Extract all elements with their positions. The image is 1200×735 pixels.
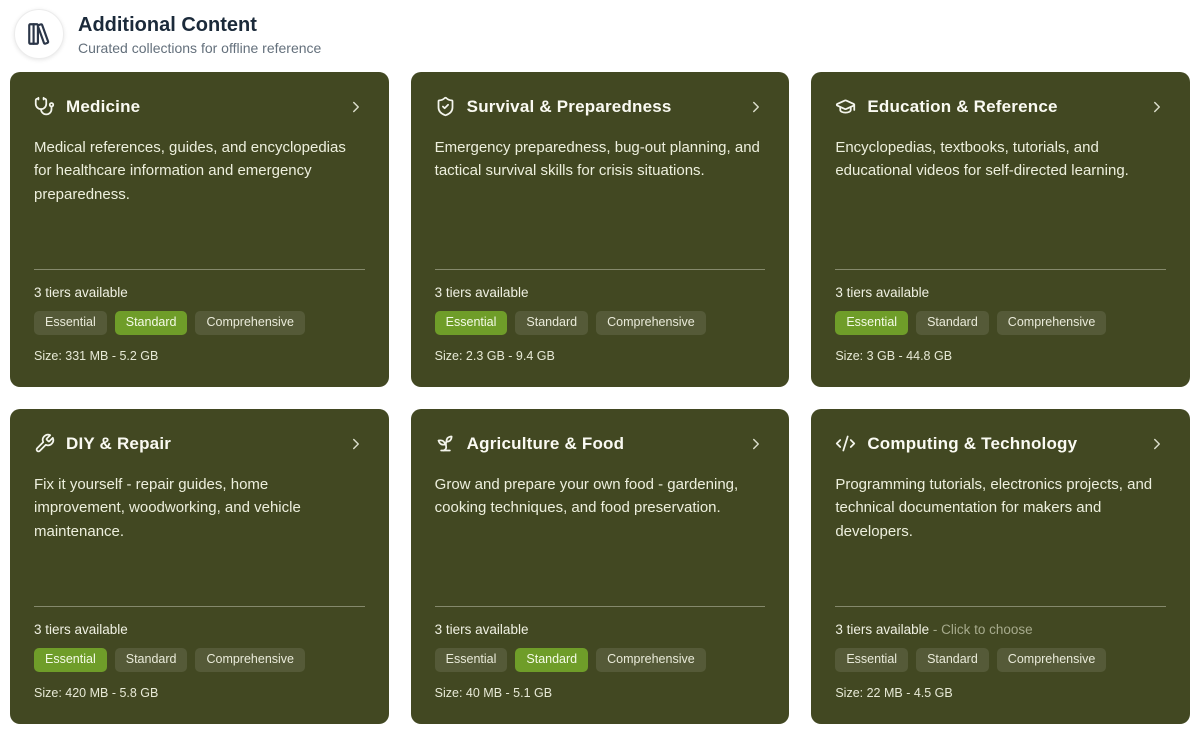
size-label: Size: 420 MB - 5.8 GB [34,686,159,700]
code-icon [835,433,856,454]
divider [34,606,365,608]
graduation-cap-icon [835,96,856,117]
chevron-right-icon[interactable] [347,435,365,453]
tier-badges: Essential Standard Comprehensive [34,648,365,672]
divider [34,269,365,271]
tiers-available-line: 3 tiers available [835,285,1166,300]
tier-badge-essential[interactable]: Essential [34,311,107,335]
card-header-row: Agriculture & Food [435,433,766,454]
card-title: Education & Reference [867,96,1058,116]
card-description: Grow and prepare your own food - gardeni… [434,476,739,517]
tiers-available-label: 3 tiers available [34,285,128,301]
header-text: Additional Content Curated collections f… [78,13,321,56]
card-description: Encyclopedias, textbooks, tutorials, and… [835,139,1129,180]
divider [835,606,1166,608]
page-subtitle: Curated collections for offline referenc… [78,39,322,56]
tier-badge-standard[interactable]: Standard [916,311,989,335]
tiers-available-line: 3 tiers available - Click to choose [835,622,1166,637]
tier-badge-essential[interactable]: Essential [835,648,909,672]
card-header-row: Education & Reference [835,96,1166,117]
tier-badge-comprehensive[interactable]: Comprehensive [996,311,1107,335]
size-label: Size: 331 MB - 5.2 GB [34,349,159,363]
collection-card-education-reference[interactable]: Education & Reference Encyclopedias, tex… [811,72,1190,387]
tier-badge-comprehensive[interactable]: Comprehensive [195,311,306,335]
card-title: Computing & Technology [867,433,1078,453]
collection-card-agriculture-food[interactable]: Agriculture & Food Grow and prepare your… [410,409,790,724]
divider [835,269,1166,271]
tiers-available-line: 3 tiers available [435,622,766,637]
page-header: Additional Content Curated collections f… [10,9,1190,59]
collection-card-computing-technology[interactable]: Computing & Technology Programming tutor… [811,409,1190,724]
shield-check-icon [435,96,456,117]
library-icon [14,9,64,59]
tiers-available-label: 3 tiers available [434,285,529,301]
tier-badges: Essential Standard Comprehensive [34,311,365,335]
tiers-available-line: 3 tiers available [34,622,365,637]
tiers-available-line: 3 tiers available [435,285,766,300]
size-label: Size: 40 MB - 5.1 GB [434,686,553,700]
tier-badge-comprehensive[interactable]: Comprehensive [596,311,706,335]
card-description: Medical references, guides, and encyclop… [34,139,346,203]
card-description: Fix it yourself - repair guides, home im… [34,476,301,540]
tiers-available-label: 3 tiers available [835,622,930,638]
size-label: Size: 3 GB - 44.8 GB [835,349,953,363]
collection-card-diy-repair[interactable]: DIY & Repair Fix it yourself - repair gu… [10,409,389,724]
tier-badge-essential[interactable]: Essential [434,311,508,335]
card-header-row: Medicine [34,96,365,117]
chevron-right-icon[interactable] [747,98,765,116]
click-to-choose-hint: - Click to choose [929,622,1033,638]
sprout-icon [435,433,456,454]
collection-card-survival-preparedness[interactable]: Survival & Preparedness Emergency prepar… [410,72,790,387]
collection-card-grid: Medicine Medical references, guides, and… [10,72,1190,724]
card-description: Emergency preparedness, bug-out planning… [434,139,760,180]
tiers-available-label: 3 tiers available [34,622,128,638]
tier-badges: Essential Standard Comprehensive [434,311,766,335]
tier-badge-essential[interactable]: Essential [434,648,508,672]
card-title: Agriculture & Food [466,433,625,453]
card-header-row: Survival & Preparedness [435,96,766,117]
chevron-right-icon[interactable] [1148,435,1166,453]
tier-badge-standard[interactable]: Standard [916,648,989,672]
card-header-row: DIY & Repair [34,433,365,454]
tiers-available-label: 3 tiers available [434,622,529,638]
tier-badge-standard[interactable]: Standard [114,311,188,335]
tier-badges: Essential Standard Comprehensive [835,648,1166,672]
card-title: Survival & Preparedness [466,96,672,116]
tier-badge-essential[interactable]: Essential [34,648,107,672]
card-title: Medicine [66,96,141,116]
tiers-available-label: 3 tiers available [835,285,930,301]
collection-card-medicine[interactable]: Medicine Medical references, guides, and… [10,72,389,387]
tier-badge-essential[interactable]: Essential [835,311,909,335]
tier-badge-standard[interactable]: Standard [515,648,589,672]
size-label: Size: 22 MB - 4.5 GB [835,686,953,700]
size-label: Size: 2.3 GB - 9.4 GB [434,349,555,363]
divider [434,606,766,608]
chevron-right-icon[interactable] [347,98,365,116]
tier-badge-comprehensive[interactable]: Comprehensive [996,648,1107,672]
tier-badge-comprehensive[interactable]: Comprehensive [596,648,706,672]
tier-badge-comprehensive[interactable]: Comprehensive [195,648,306,672]
tier-badge-standard[interactable]: Standard [114,648,188,672]
tier-badges: Essential Standard Comprehensive [434,648,766,672]
chevron-right-icon[interactable] [1148,98,1166,116]
tier-badge-standard[interactable]: Standard [515,311,589,335]
tiers-available-line: 3 tiers available [34,285,365,300]
card-header-row: Computing & Technology [835,433,1166,454]
tier-badges: Essential Standard Comprehensive [835,311,1166,335]
divider [434,269,766,271]
card-title: DIY & Repair [66,433,172,453]
wrench-icon [34,433,55,454]
stethoscope-icon [34,96,55,117]
chevron-right-icon[interactable] [747,435,765,453]
card-description: Programming tutorials, electronics proje… [835,476,1153,540]
page-title: Additional Content [78,13,257,36]
